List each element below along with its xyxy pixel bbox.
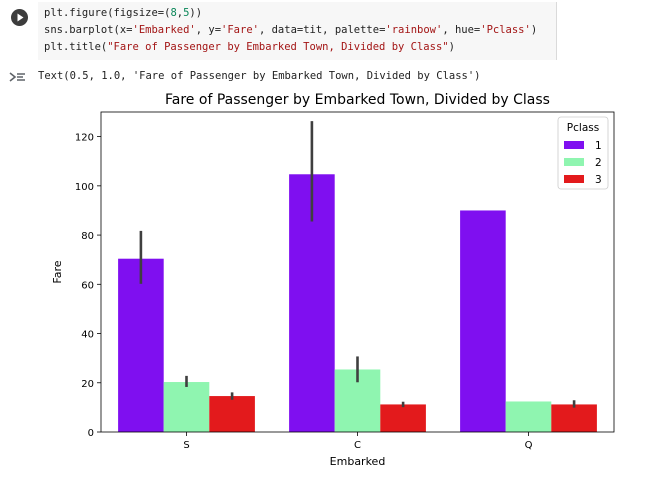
play-icon xyxy=(17,13,24,22)
legend-label-1: 1 xyxy=(595,140,602,152)
cell-output: Text(0.5, 1.0, 'Fare of Passenger by Emb… xyxy=(0,64,654,488)
output-toggle-icon[interactable] xyxy=(8,69,28,85)
y-tick-label: 40 xyxy=(81,330,94,341)
bar-Q-class-2 xyxy=(505,401,552,432)
x-tick-label: C xyxy=(354,440,361,451)
y-tick-label: 60 xyxy=(81,280,94,291)
bar-Q-class-3 xyxy=(551,404,597,432)
legend-swatch-2 xyxy=(564,158,584,166)
code-cell[interactable]: plt.figure(figsize=(8,5)) sns.barplot(x=… xyxy=(0,0,654,62)
x-tick-label: Q xyxy=(525,440,533,451)
run-cell-button[interactable] xyxy=(11,9,28,26)
x-axis-label: Embarked xyxy=(330,455,386,468)
output-text: Text(0.5, 1.0, 'Fare of Passenger by Emb… xyxy=(38,70,481,82)
legend-label-2: 2 xyxy=(595,157,602,169)
code-line-3: plt.title("Fare of Passenger by Embarked… xyxy=(44,41,455,53)
bar-S-class-3 xyxy=(209,396,255,432)
y-axis-label: Fare xyxy=(51,260,64,283)
bar-Q-class-1 xyxy=(460,210,506,432)
chart-title: Fare of Passenger by Embarked Town, Divi… xyxy=(165,92,550,108)
legend-swatch-1 xyxy=(564,141,584,149)
y-tick-label: 100 xyxy=(75,182,94,193)
bar-S-class-2 xyxy=(163,382,210,432)
bar-S-class-1 xyxy=(118,258,164,432)
y-tick-label: 80 xyxy=(81,231,94,242)
legend-label-3: 3 xyxy=(595,174,602,186)
y-tick-label: 0 xyxy=(88,428,94,439)
y-tick-label: 120 xyxy=(75,133,94,144)
y-tick-label: 20 xyxy=(81,379,94,390)
code-editor[interactable]: plt.figure(figsize=(8,5)) sns.barplot(x=… xyxy=(38,2,557,60)
bar-C-class-3 xyxy=(380,404,426,432)
legend-swatch-3 xyxy=(564,175,584,183)
x-tick-label: S xyxy=(183,440,189,451)
legend-box xyxy=(557,116,609,190)
code-line-2: sns.barplot(x='Embarked', y='Fare', data… xyxy=(44,24,538,36)
code-line-1: plt.figure(figsize=(8,5)) xyxy=(44,7,203,19)
legend-title: Pclass xyxy=(567,122,599,134)
